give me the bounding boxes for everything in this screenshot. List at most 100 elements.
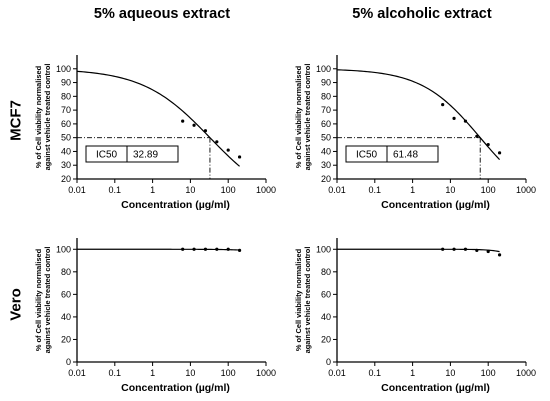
x-tick-label: 0.01	[328, 368, 346, 378]
x-tick-label: 100	[221, 368, 236, 378]
ic50-box	[345, 145, 439, 163]
data-point	[463, 119, 468, 123]
y-tick-label: 40	[61, 312, 71, 322]
data-point	[237, 155, 242, 159]
y-tick-label: 80	[321, 267, 331, 277]
x-tick-label: 100	[481, 185, 496, 195]
y-tick-label: 70	[321, 105, 331, 115]
data-point	[192, 247, 196, 251]
y-tick-label: 50	[321, 133, 331, 143]
y-tick-label: 100	[316, 244, 331, 254]
y-tick-label: 20	[61, 334, 71, 344]
y-tick-label: 40	[321, 312, 331, 322]
data-point	[441, 103, 445, 107]
y-tick-label: 40	[61, 146, 71, 156]
x-axis-label: Concentration (µg/ml)	[121, 382, 230, 394]
ic50-value: 61.48	[393, 150, 418, 161]
x-axis-label: Concentration (µg/ml)	[121, 199, 230, 211]
y-tick-label: 70	[61, 105, 71, 115]
fit-curve	[337, 248, 500, 253]
data-point	[237, 248, 242, 252]
x-axis-label: Concentration (µg/ml)	[381, 382, 490, 394]
y-tick-label: 30	[61, 160, 71, 170]
y-axis-label: against vehicle treated control	[303, 247, 312, 354]
y-tick-label: 20	[321, 174, 331, 184]
data-point	[181, 247, 185, 251]
data-point	[486, 249, 490, 254]
y-tick-label: 60	[321, 119, 331, 129]
data-point	[486, 142, 490, 147]
x-axis-label: Concentration (µg/ml)	[381, 199, 490, 211]
x-tick-label: 100	[481, 368, 496, 378]
x-tick-label: 1000	[256, 368, 276, 378]
data-point	[475, 248, 479, 252]
x-tick-label: 1000	[256, 185, 276, 195]
x-tick-label: 10	[445, 368, 455, 378]
fit-curve	[336, 69, 501, 161]
x-tick-label: 0.01	[68, 368, 86, 378]
y-axis-label: against vehicle treated control	[43, 64, 52, 171]
data-point	[452, 116, 456, 120]
data-point	[497, 253, 502, 257]
y-tick-label: 80	[61, 267, 71, 277]
y-tick-label: 90	[61, 78, 71, 88]
data-point	[203, 129, 208, 133]
y-axis-label: % of Cell viability normalised	[34, 248, 43, 351]
x-tick-label: 10	[185, 368, 195, 378]
data-point	[203, 247, 208, 251]
ic50-label: IC50	[356, 150, 378, 161]
y-axis-label: against vehicle treated control	[43, 247, 52, 354]
x-tick-label: 1	[410, 368, 415, 378]
data-point	[215, 140, 219, 144]
y-axis-label: % of Cell viability normalised	[34, 65, 43, 168]
data-point	[452, 247, 456, 251]
y-tick-label: 100	[56, 244, 71, 254]
y-tick-label: 80	[61, 91, 71, 101]
x-tick-label: 0.01	[328, 185, 346, 195]
x-tick-label: 1	[410, 185, 415, 195]
data-point	[226, 247, 230, 251]
chart-panel-2: 0.01 0.1 1 10 100 1000 20 30 40 50 60 70 80 90 100 Conc…	[294, 55, 536, 211]
data-point	[441, 247, 445, 251]
column-title-alcoholic: 5% alcoholic extract	[352, 6, 492, 22]
data-point	[192, 123, 196, 127]
y-tick-label: 0	[326, 357, 331, 367]
y-axis-label: against vehicle treated control	[303, 64, 312, 171]
fit-curve	[77, 248, 240, 251]
chart-panel-4: 0.01 0.1 1 10 100 1000 0 20 40 60 80 100 Concentrati…	[294, 238, 536, 394]
chart-panel-3: 0.01 0.1 1 10 100 1000 0 20 40 60 80 100 Concentrati…	[34, 238, 276, 394]
y-tick-label: 60	[61, 119, 71, 129]
y-tick-label: 90	[321, 78, 331, 88]
x-tick-label: 1000	[516, 368, 536, 378]
x-tick-label: 0.1	[109, 368, 122, 378]
ic50-value: 32.89	[133, 150, 158, 161]
x-tick-label: 0.1	[369, 368, 382, 378]
y-tick-label: 60	[61, 289, 71, 299]
data-point	[181, 119, 185, 123]
data-point	[475, 134, 479, 138]
y-tick-label: 0	[66, 357, 71, 367]
y-axis-label: % of Cell viability normalised	[294, 248, 303, 351]
x-tick-label: 1	[150, 185, 155, 195]
data-point	[463, 247, 468, 251]
chart-panel-1: 0.01 0.1 1 10 100 1000 20 30 40 50 60 70 80 90 100 Conc…	[34, 55, 276, 211]
data-point	[215, 247, 219, 251]
ic50-label: IC50	[96, 150, 118, 161]
y-axis-label: % of Cell viability normalised	[294, 65, 303, 168]
y-tick-label: 50	[61, 133, 71, 143]
x-tick-label: 10	[445, 185, 455, 195]
x-tick-label: 0.01	[68, 185, 86, 195]
x-tick-label: 100	[221, 185, 236, 195]
x-tick-label: 0.1	[369, 185, 382, 195]
y-tick-label: 30	[321, 160, 331, 170]
fit-curve	[76, 70, 240, 167]
ic50-box	[85, 145, 179, 163]
y-tick-label: 40	[321, 146, 331, 156]
x-tick-label: 1000	[516, 185, 536, 195]
y-tick-label: 100	[316, 64, 331, 74]
y-tick-label: 80	[321, 91, 331, 101]
x-tick-label: 1	[150, 368, 155, 378]
y-tick-label: 60	[321, 289, 331, 299]
x-tick-label: 10	[185, 185, 195, 195]
data-point	[497, 151, 502, 155]
